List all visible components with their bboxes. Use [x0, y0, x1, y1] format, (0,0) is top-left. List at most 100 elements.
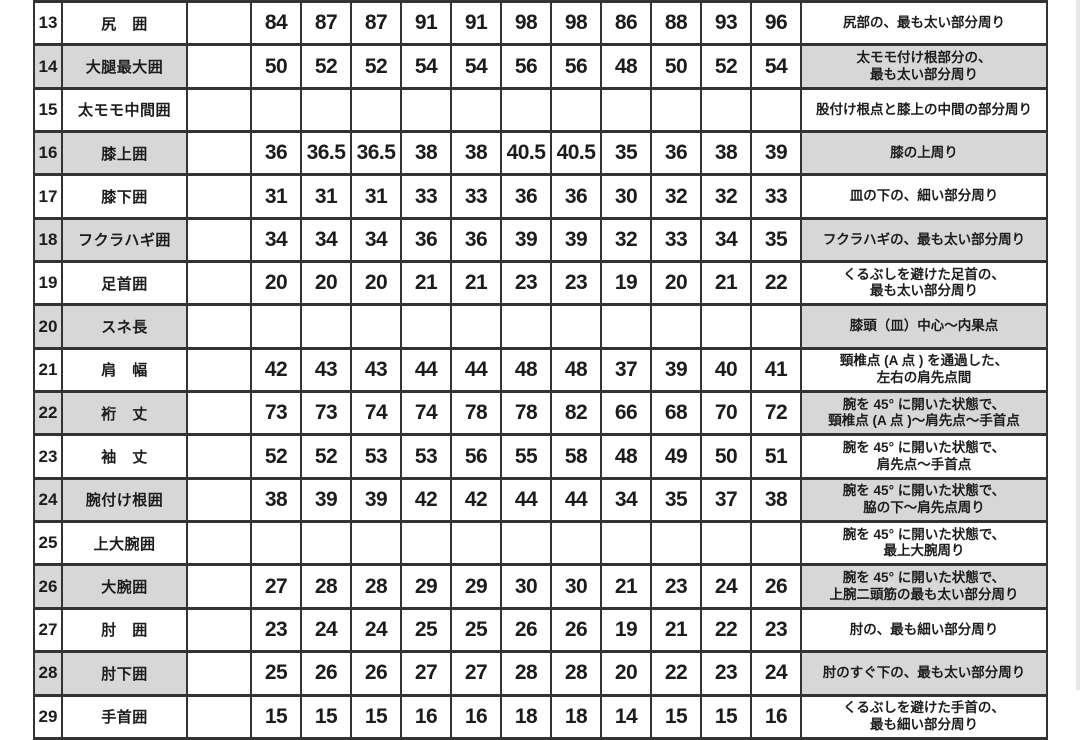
value-cell: 22 [650, 650, 702, 697]
row-number: 26 [33, 563, 63, 610]
value-cell: 53 [350, 433, 402, 480]
value-cell: 15 [250, 693, 302, 740]
row-label: スネ長 [61, 303, 188, 350]
value-cell: 58 [550, 433, 602, 480]
value-cell: 54 [400, 43, 452, 90]
value-cell: 36 [650, 130, 702, 177]
value-cell: 42 [450, 476, 502, 524]
value-cell: 82 [550, 390, 602, 437]
value-cell: 78 [450, 390, 502, 437]
row-label: 袖 丈 [61, 433, 188, 480]
value-cell: 86 [600, 0, 652, 47]
value-cell: 98 [550, 0, 602, 47]
value-cell: 33 [450, 173, 502, 220]
value-cell: 33 [750, 173, 802, 220]
value-cell: 54 [750, 43, 802, 90]
value-cell: 15 [350, 693, 402, 740]
row-description: 腕を 45° に開いた状態で、 脇の下～肩先点周り [800, 476, 1048, 524]
row-label: 大腿最大囲 [61, 43, 188, 90]
value-cell: 24 [750, 650, 802, 697]
empty-cell [186, 216, 252, 264]
value-cell: 26 [750, 563, 802, 610]
row-description: 腕を 45° に開いた状態で、 肩先点～手首点 [800, 433, 1048, 480]
row-label: 手首囲 [61, 693, 188, 740]
value-cell: 52 [700, 43, 752, 90]
row-number: 14 [33, 43, 63, 90]
value-cell: 36 [550, 173, 602, 220]
table-row: 17 膝下囲 31 31 31 33 33 36 36 30 32 32 33 皿の下の、細い部分周り [33, 173, 1048, 220]
table-row: 26 大腕囲 27 28 28 29 29 30 30 21 23 24 26 腕を 45° に開いた状態… [33, 563, 1048, 610]
value-cell: 38 [400, 130, 452, 177]
value-cell: 24 [300, 606, 352, 654]
table-row: 19 足首囲 20 20 20 21 21 23 23 19 20 21 22 くるぶしを避けた足首の、 … [33, 260, 1048, 307]
row-number: 22 [33, 390, 63, 437]
value-cell: 44 [550, 476, 602, 524]
empty-cell [186, 130, 252, 177]
value-cell: 15 [700, 693, 752, 740]
value-cell: 23 [700, 650, 752, 697]
row-description: 膝頭（皿）中心～内果点 [800, 303, 1048, 350]
value-cell: 43 [300, 346, 352, 394]
value-cell: 36 [400, 216, 452, 264]
value-cell: 27 [450, 650, 502, 697]
value-cell: 44 [500, 476, 552, 524]
value-cell: 19 [600, 260, 652, 307]
row-description: フクラハギの、最も太い部分周り [800, 216, 1048, 264]
value-cell: 22 [750, 260, 802, 307]
value-cell [750, 303, 802, 350]
value-cell: 20 [350, 260, 402, 307]
table-row: 25 上大腕囲 腕を 45° に開いた状態で、 最上大腕周り [33, 520, 1048, 567]
value-cell [550, 520, 602, 567]
value-cell: 48 [600, 43, 652, 90]
table-row: 15 太モモ中間囲 股付け根点と膝上の中間の部分周り [33, 86, 1048, 134]
row-description: 膝の上周り [800, 130, 1048, 177]
row-description: 股付け根点と膝上の中間の部分周り [800, 86, 1048, 134]
value-cell [650, 86, 702, 134]
row-label: 尻 囲 [61, 0, 188, 47]
page: 13 尻 囲 84 87 87 91 91 98 98 86 88 93 96 尻部の、最も太い部分周り 1… [33, 0, 1080, 740]
value-cell: 29 [450, 563, 502, 610]
value-cell: 20 [600, 650, 652, 697]
value-cell: 36.5 [300, 130, 352, 177]
empty-cell [186, 173, 252, 220]
table-row: 28 肘下囲 25 26 26 27 27 28 28 20 22 23 24 肘のすぐ下の、最も太い部分… [33, 650, 1048, 697]
page-edge-strip [1076, 0, 1080, 690]
row-label: 大腕囲 [61, 563, 188, 610]
value-cell: 73 [300, 390, 352, 437]
value-cell: 34 [250, 216, 302, 264]
row-label: 膝下囲 [61, 173, 188, 220]
value-cell [500, 520, 552, 567]
row-description: 腕を 45° に開いた状態で、 頸椎点 (A 点 )～肩先点～手首点 [800, 390, 1048, 437]
empty-cell [186, 260, 252, 307]
value-cell: 54 [450, 43, 502, 90]
value-cell: 53 [400, 433, 452, 480]
value-cell: 55 [500, 433, 552, 480]
value-cell: 33 [400, 173, 452, 220]
row-description: 太モモ付け根部分の、 最も太い部分周り [800, 43, 1048, 90]
value-cell: 37 [600, 346, 652, 394]
value-cell: 30 [500, 563, 552, 610]
value-cell [400, 520, 452, 567]
table-body: 13 尻 囲 84 87 87 91 91 98 98 86 88 93 96 尻部の、最も太い部分周り 1… [33, 0, 1048, 740]
value-cell [250, 520, 302, 567]
value-cell: 19 [600, 606, 652, 654]
value-cell: 15 [650, 693, 702, 740]
value-cell: 56 [500, 43, 552, 90]
value-cell: 22 [700, 606, 752, 654]
value-cell: 21 [700, 260, 752, 307]
value-cell: 49 [650, 433, 702, 480]
value-cell: 43 [350, 346, 402, 394]
table-row: 27 肘 囲 23 24 24 25 25 26 26 19 21 22 23 肘の、最も細い部分周り [33, 606, 1048, 654]
table-row: 24 腕付け根囲 38 39 39 42 42 44 44 34 35 37 38 腕を 45° に開いた… [33, 476, 1048, 524]
value-cell: 34 [700, 216, 752, 264]
value-cell: 56 [550, 43, 602, 90]
value-cell: 29 [400, 563, 452, 610]
table-row: 13 尻 囲 84 87 87 91 91 98 98 86 88 93 96 尻部の、最も太い部分周り [33, 0, 1048, 47]
row-description: 頸椎点 (A 点 ) を通過した、 左右の肩先点間 [800, 346, 1048, 394]
value-cell: 28 [300, 563, 352, 610]
value-cell [300, 520, 352, 567]
row-number: 20 [33, 303, 63, 350]
value-cell: 87 [300, 0, 352, 47]
value-cell [500, 86, 552, 134]
value-cell: 38 [750, 476, 802, 524]
